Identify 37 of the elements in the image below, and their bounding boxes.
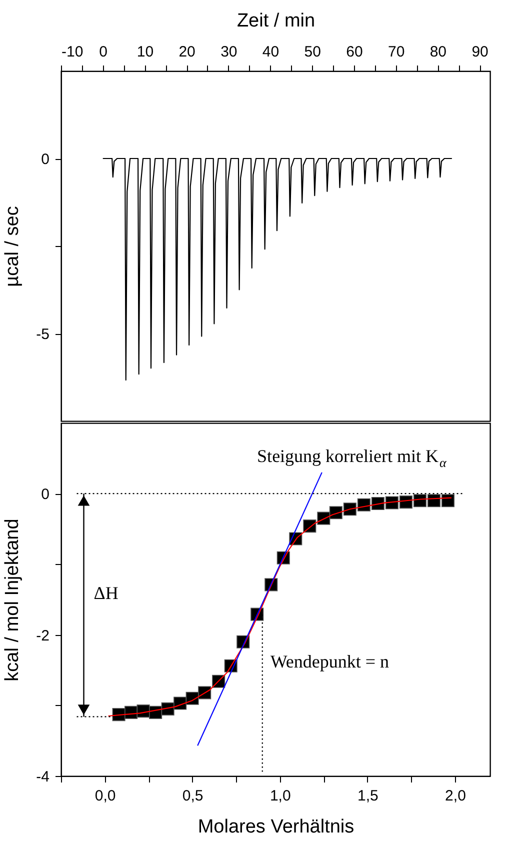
point (329, 506, 342, 520)
point (343, 502, 356, 516)
line-series (102, 158, 452, 381)
x-tick-label: 80 (430, 44, 447, 60)
y-tick-label: 0 (41, 151, 50, 168)
x-tick-label: 20 (178, 44, 196, 60)
x-tick-label: 0 (99, 44, 108, 60)
x-tick-label: 1,5 (358, 788, 378, 804)
point (357, 498, 370, 512)
y-tick-label: -5 (36, 326, 50, 343)
x-tick-label: -10 (62, 44, 84, 60)
x-tick-label: 0,0 (94, 788, 116, 804)
x-tick-label: 10 (136, 44, 154, 60)
x-tick-label: 90 (472, 44, 488, 60)
y-tick-label: -4 (36, 768, 50, 786)
x-axis-title: Zeit / min (236, 10, 316, 32)
y-tick-label: 0 (41, 486, 50, 504)
point (385, 496, 398, 510)
point (427, 494, 440, 508)
point (441, 494, 454, 508)
y-axis-title: kcal / mol Injektand (2, 518, 24, 682)
x-axis-title: Molares Verhältnis (198, 816, 354, 838)
x-tick-label: 0,5 (182, 788, 204, 804)
annotation: ΔH (94, 582, 118, 603)
x-tick-label: 2,0 (445, 788, 466, 804)
x-tick-label: 50 (304, 44, 321, 60)
y-axis-title: µcal / sec (2, 206, 24, 287)
x-tick-label: 70 (388, 44, 405, 60)
point (413, 494, 426, 508)
annotation: Wendepunkt = n (270, 651, 390, 672)
y-tick-label: -2 (36, 627, 50, 644)
point (371, 496, 384, 510)
point (399, 496, 412, 509)
x-tick-label: 1,0 (270, 788, 291, 804)
x-tick-label: 30 (220, 44, 238, 60)
x-tick-label: 40 (262, 44, 280, 60)
x-tick-label: 60 (346, 44, 363, 60)
